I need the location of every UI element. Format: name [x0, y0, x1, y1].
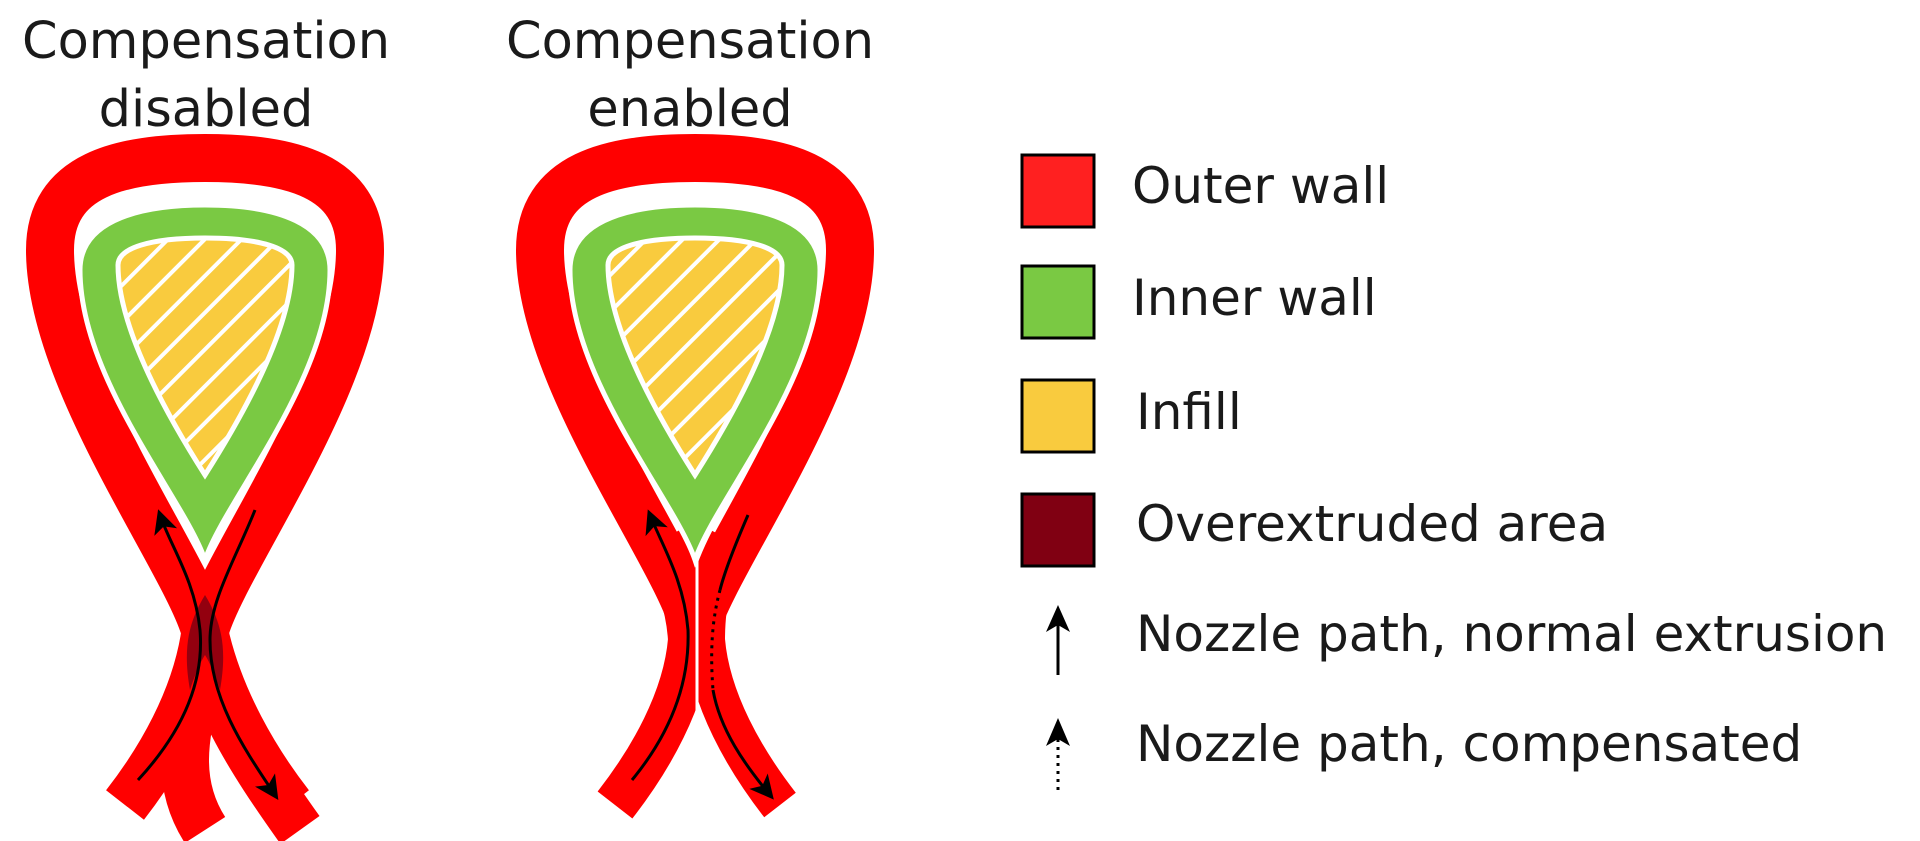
infill-area: [605, 235, 785, 480]
outer-wall-right-leg-compensated: [684, 530, 796, 818]
legend-swatch-outer-wall: [1020, 153, 1096, 229]
legend-label-inner-wall: Inner wall: [1132, 269, 1377, 327]
panel-disabled: [23, 131, 387, 841]
panel-title-line-1: Compensation: [505, 12, 875, 71]
legend-label-nozzle-compensated: Nozzle path, compensated: [1136, 715, 1803, 773]
legend-label-overextruded-area: Overextruded area: [1136, 495, 1609, 553]
infill-area: [115, 235, 295, 480]
nozzle-path-down: [208, 509, 279, 800]
nozzle-path-up: [136, 509, 203, 782]
panel-enabled: [513, 131, 877, 841]
legend-dotted-arrow-icon: [1046, 718, 1070, 790]
legend-swatch-inner-wall: [1020, 264, 1096, 340]
panel-title-compensation-enabled: Compensation enabled: [450, 8, 930, 144]
legend: [1020, 153, 1096, 790]
nozzle-path-up: [630, 509, 690, 781]
legend-label-nozzle-normal: Nozzle path, normal extrusion: [1136, 605, 1888, 663]
legend-label-infill: Infill: [1136, 383, 1242, 441]
nozzle-path-down-compensated: [710, 589, 722, 691]
panel-title-line-2: enabled: [587, 80, 793, 139]
legend-swatch-infill: [1020, 378, 1096, 454]
nozzle-path-down-end: [711, 689, 774, 800]
legend-label-outer-wall: Outer wall: [1132, 157, 1390, 215]
panel-title-compensation-disabled: Compensation disabled: [0, 8, 446, 144]
legend-swatch-overextruded: [1020, 492, 1096, 568]
overextruded-area: [186, 595, 224, 690]
legend-solid-arrow-icon: [1046, 605, 1070, 675]
nozzle-path-down-solid: [718, 514, 750, 591]
panel-title-line-2: disabled: [98, 80, 314, 139]
panel-title-line-1: Compensation: [21, 12, 391, 71]
